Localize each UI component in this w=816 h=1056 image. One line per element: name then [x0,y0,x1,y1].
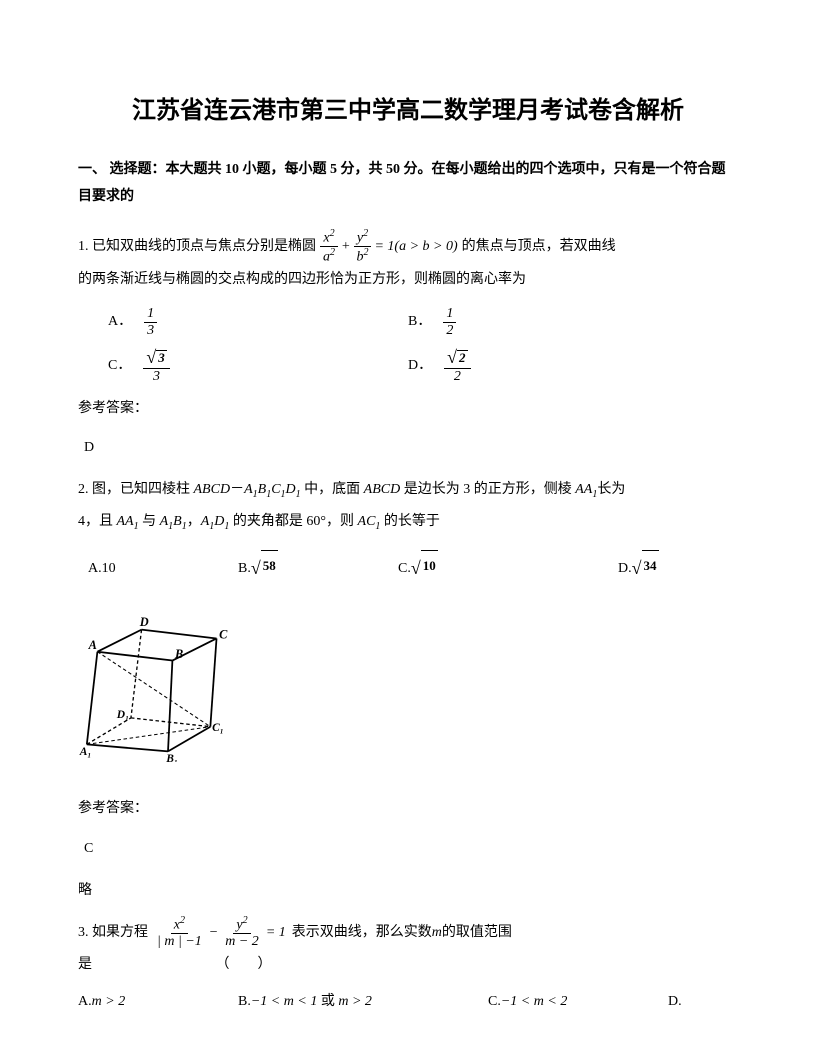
question-3: 3. 如果方程 x2| m | −1 − y2m − 2 = 1 表示双曲线，那… [78,915,738,1017]
m-var: m [432,919,442,947]
q3-opta-label: A. [78,987,92,1018]
q1-formula-tail: 的焦点与顶点，若双曲线 [462,232,616,263]
svg-text:A: A [88,638,97,652]
q2-l2c: 的夹角都是 60°，则 [229,514,357,529]
blank-paren: （ ） [216,957,272,972]
q2-option-c: C. √10 [398,548,618,589]
q1-option-a: A． 13 [108,306,408,338]
opt-d-label: D． [408,351,432,382]
q2-optd-label: D. [618,553,632,585]
q1-prefix: 1. 已知双曲线的顶点与焦点分别是椭圆 [78,232,316,263]
q3-option-c: C. −1 < m < 2 [488,987,668,1018]
q2-l1d: 长为 [597,482,625,497]
q2-option-b: B. √58 [238,548,398,589]
q3-line1: 3. 如果方程 x2| m | −1 − y2m − 2 = 1 表示双曲线，那… [78,915,738,949]
hyperbola-formula: x2| m | −1 − y2m − 2 = 1 [154,915,286,949]
q2-answer-label: 参考答案： [78,793,738,825]
comma: ， [187,514,201,529]
q3-line2a: 是 [78,957,92,972]
q3-prefix: 3. 如果方程 [78,919,148,947]
a1d1: A1D1 [201,514,230,529]
q3-option-b: B. −1 < m < 1 或 m > 2 [238,987,488,1018]
section-header: 一、 选择题：本大题共 10 小题，每小题 5 分，共 50 分。在每小题给出的… [78,157,738,210]
page-title: 江苏省连云港市第三中学高二数学理月考试卷含解析 [78,90,738,133]
q2-optc-label: C. [398,553,411,585]
q1-option-c: C． √3 3 [108,348,408,384]
svg-text:B₁: B₁ [165,753,178,762]
q2-l1b: 中，底面 [301,482,364,497]
q3-options: A. m > 2 B. −1 < m < 1 或 m > 2 C. −1 < m… [78,987,738,1018]
q3-optb-expr: −1 < m < 1 或 m > 2 [251,987,372,1018]
ellipse-formula: x2a2 + y2b2 = 1(a > b > 0) [320,228,458,265]
opt-a-label: A． [108,307,132,338]
q3-line2: 是 （ ） [78,950,738,981]
q2-line2: 4，且 AA1 与 A1B1，A1D1 的夹角都是 60°，则 AC1 的长等于 [78,506,738,538]
svg-text:C₁: C₁ [212,722,224,734]
q1-option-d: D． √2 2 [408,348,471,384]
frac-1-3: 13 [144,306,157,338]
q2-answer: C [84,833,738,865]
opt-b-label: B． [408,307,431,338]
q2-optb-label: B. [238,553,251,585]
a1b1c1d1: A1B1C1D1 [244,482,301,497]
abcd2: ABCD [364,482,401,497]
q3-optc-expr: −1 < m < 2 [501,987,567,1018]
q2-option-a: A. 10 [88,553,238,585]
q3-suffix2: 的取值范围 [442,919,512,947]
q1-line1: 1. 已知双曲线的顶点与焦点分别是椭圆 x2a2 + y2b2 = 1(a > … [78,228,738,265]
q3-suffix: 表示双曲线，那么实数 [292,919,432,947]
frac-1-2: 12 [443,306,456,338]
sqrt-58: √58 [251,548,278,589]
aa1: AA1 [575,482,597,497]
dash: － [230,482,244,497]
svg-text:C: C [219,627,228,641]
q3-optd-label: D. [668,987,682,1018]
q2-line1: 2. 图，已知四棱柱 ABCD－A1B1C1D1 中，底面 ABCD 是边长为 … [78,474,738,506]
q2-l2b: 与 [139,514,160,529]
frac-sqrt2-2: √2 2 [444,348,470,384]
q2-l2d: 的长等于 [380,514,440,529]
q1-options-row1: A． 13 B． 12 [108,306,738,338]
aa1-2: AA1 [117,514,139,529]
question-2: 2. 图，已知四棱柱 ABCD－A1B1C1D1 中，底面 ABCD 是边长为 … [78,474,738,908]
q3-opta-expr: m > 2 [92,987,126,1018]
q1-answer: D [84,433,738,464]
a1b1: A1B1 [160,514,187,529]
svg-text:D₁: D₁ [116,708,129,720]
q1-line2: 的两条渐近线与椭圆的交点构成的四边形恰为正方形，则椭圆的离心率为 [78,265,738,296]
q1-option-b: B． 12 [408,306,456,338]
sqrt-34: √34 [632,548,659,589]
ac1: AC1 [358,514,381,529]
q1-answer-label: 参考答案： [78,394,738,425]
q2-l1c: 是边长为 3 的正方形，侧棱 [400,482,575,497]
opt-c-label: C． [108,351,131,382]
q3-optc-label: C. [488,987,501,1018]
q1-options-row2: C． √3 3 D． √2 2 [108,348,738,384]
q2-l2a: 4，且 [78,514,117,529]
frac-sqrt3-3: √3 3 [143,348,169,384]
q3-optb-label: B. [238,987,251,1018]
sqrt-10: √10 [411,548,438,589]
q2-opta-val: 10 [102,553,116,585]
svg-text:A₁: A₁ [79,746,92,758]
q3-option-d: D. [668,987,682,1018]
question-1: 1. 已知双曲线的顶点与焦点分别是椭圆 x2a2 + y2b2 = 1(a > … [78,228,738,463]
svg-text:D: D [139,615,149,629]
q3-option-a: A. m > 2 [78,987,238,1018]
svg-text:B: B [174,646,183,660]
q2-option-d: D. √34 [618,548,659,589]
abcd: ABCD [194,482,231,497]
q2-l1a: 2. 图，已知四棱柱 [78,482,194,497]
q2-opta-label: A. [88,553,102,585]
q2-options: A. 10 B. √58 C. √10 D. √34 [88,548,738,589]
prism-figure: A D C B A₁ D₁ C₁ B₁ [78,612,258,762]
q2-brief: 略 [78,875,738,907]
